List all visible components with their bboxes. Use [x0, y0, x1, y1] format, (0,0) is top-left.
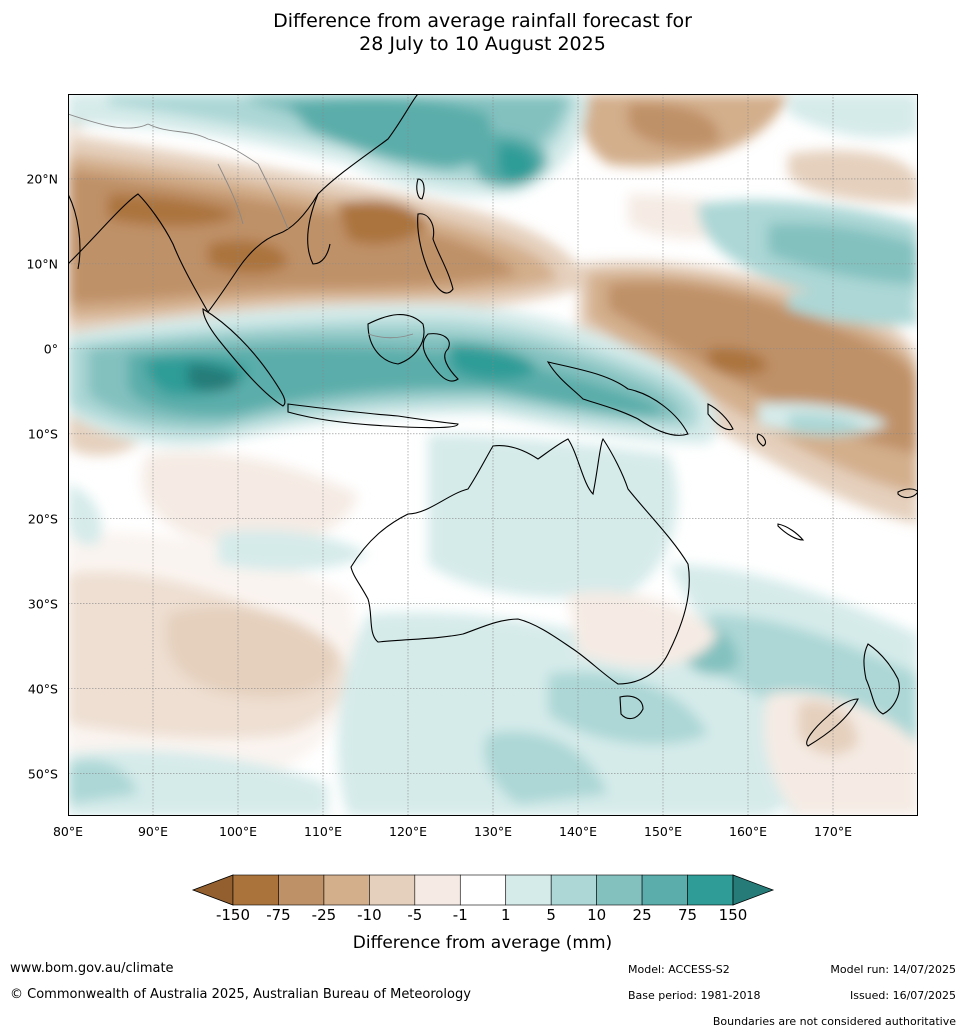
base-period: Base period: 1981-2018 [628, 989, 761, 1002]
rainfall-contour [798, 701, 858, 755]
latitude-label: 50°S [27, 766, 58, 782]
colorbar-tick-label: -150 [215, 906, 251, 924]
rainfall-contour [108, 194, 238, 226]
longitude-label: 120°E [388, 824, 428, 839]
longitude-label: 80°E [52, 824, 84, 839]
chart-title: Difference from average rainfall forecas… [0, 10, 965, 56]
longitude-label: 140°E [558, 824, 598, 839]
latitude-label: 20°S [27, 511, 58, 527]
rainfall-contour [288, 98, 492, 169]
colorbar-segment [641, 874, 688, 906]
latitude-label: 30°S [27, 596, 58, 612]
rainfall-contour [165, 606, 338, 698]
longitude-label: 100°E [218, 824, 258, 839]
rainfall-contour [428, 434, 678, 598]
colorbar-tick-label: -5 [407, 906, 423, 924]
colorbar [191, 874, 775, 906]
map-frame [68, 94, 918, 816]
rainfall-map[interactable] [68, 94, 918, 816]
colorbar-tick-label: 25 [632, 906, 652, 924]
colorbar-tick-label: -75 [266, 906, 291, 924]
rainfall-contour [128, 346, 662, 416]
rainfall-contour [484, 731, 608, 804]
rainfall-contour [788, 150, 918, 204]
copyright-text: © Commonwealth of Australia 2025, Austra… [10, 987, 471, 1002]
latitude-label: 0° [43, 341, 58, 357]
colorbar-tick-label: -25 [311, 906, 337, 924]
rainfall-contour [338, 200, 428, 244]
longitude-label: 160°E [728, 824, 768, 839]
colorbar-segment [459, 874, 507, 906]
rainfall-field [68, 94, 918, 816]
rainfall-contour [498, 143, 537, 182]
colorbar-title: Difference from average (mm) [352, 933, 613, 953]
colorbar-segment [232, 874, 279, 906]
boundaries-disclaimer: Boundaries are not considered authoritat… [712, 1015, 956, 1028]
colorbar-tick-label: 1 [500, 906, 511, 924]
colorbar-segment [505, 874, 552, 906]
rainfall-contour [141, 451, 358, 547]
longitude-label: 90°E [137, 824, 169, 839]
colorbar-extend-wet [732, 874, 775, 906]
rainfall-contour [708, 347, 768, 375]
colorbar-tick-label: -1 [452, 906, 468, 924]
rainfall-contour [788, 94, 918, 138]
rainfall-contour [548, 672, 708, 745]
rainfall-contour [788, 413, 863, 436]
longitude-label: 150°E [643, 824, 683, 839]
rainfall-contour [68, 750, 328, 816]
rainfall-contour [788, 292, 918, 326]
title-line-2: 28 July to 10 August 2025 [359, 33, 606, 55]
colorbar-tick-label: 10 [587, 906, 607, 924]
colorbar-segment [414, 874, 461, 906]
rainfall-contour [768, 223, 918, 284]
colorbar-segment [687, 874, 734, 906]
colorbar-tick-label: 5 [546, 906, 556, 924]
colorbar-segment [369, 874, 416, 906]
rainfall-contour [68, 760, 138, 804]
latitude-label: 10°S [27, 426, 58, 442]
rainfall-contour [188, 364, 238, 392]
longitude-label: 170°E [813, 824, 853, 839]
colorbar-segment [278, 874, 325, 906]
colorbar-segment [550, 874, 597, 906]
colorbar-tick-label: -10 [357, 906, 382, 924]
latitude-label: 20°N [26, 171, 58, 187]
colorbar-segment [596, 874, 643, 906]
longitude-label: 110°E [303, 824, 343, 839]
rainfall-contour [568, 591, 718, 668]
rainfall-contour [628, 103, 720, 148]
rainfall-contour [218, 530, 368, 571]
longitude-label: 130°E [473, 824, 513, 839]
latitude-label: 10°N [26, 256, 58, 272]
model-run-date: Model run: 14/07/2025 [830, 963, 956, 976]
colorbar-extend-dry [191, 874, 234, 906]
map-svg [68, 94, 918, 816]
colorbar-segment [323, 874, 370, 906]
colorbar-tick-label: 75 [677, 906, 698, 924]
graticule [68, 94, 918, 816]
colorbar-tick-label: 150 [718, 906, 748, 924]
website-link[interactable]: www.bom.gov.au/climate [10, 961, 174, 976]
issued-date: Issued: 16/07/2025 [849, 989, 956, 1002]
country-borders [68, 113, 414, 339]
title-line-1: Difference from average rainfall forecas… [273, 10, 692, 32]
latitude-label: 40°S [27, 681, 58, 697]
rainfall-contour [68, 484, 102, 545]
coastlines [68, 94, 918, 747]
model-name: Model: ACCESS-S2 [628, 963, 730, 976]
